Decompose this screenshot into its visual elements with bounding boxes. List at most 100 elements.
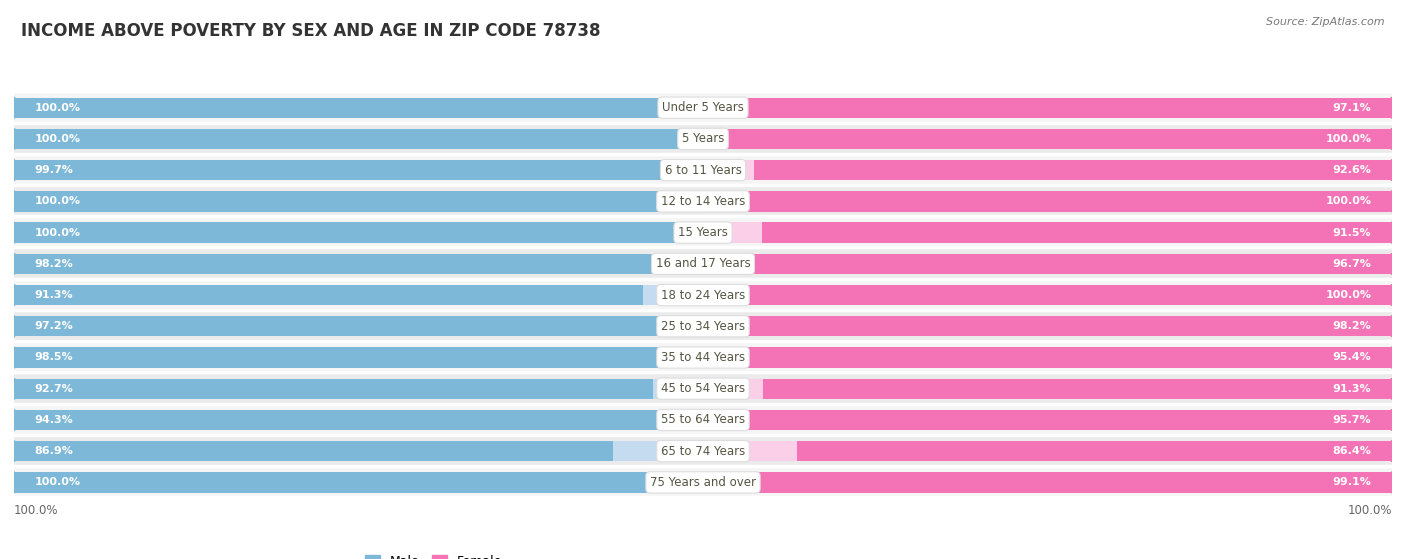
- Circle shape: [1389, 410, 1395, 430]
- Circle shape: [11, 472, 17, 492]
- Text: 99.1%: 99.1%: [1333, 477, 1371, 487]
- Text: 100.0%: 100.0%: [1326, 290, 1371, 300]
- Bar: [14, 472, 703, 492]
- Circle shape: [11, 441, 17, 461]
- Circle shape: [11, 254, 17, 274]
- Circle shape: [11, 347, 17, 368]
- Circle shape: [1389, 441, 1395, 461]
- Bar: [703, 316, 1392, 337]
- Circle shape: [11, 160, 17, 181]
- Circle shape: [11, 285, 17, 305]
- Circle shape: [11, 378, 17, 399]
- Bar: [14, 160, 702, 180]
- Bar: [14, 441, 703, 461]
- Bar: [716, 316, 1392, 337]
- Text: 98.5%: 98.5%: [35, 353, 73, 362]
- Bar: [703, 129, 1392, 149]
- Bar: [709, 472, 1392, 492]
- Circle shape: [11, 410, 17, 430]
- Bar: [725, 254, 1392, 274]
- Circle shape: [1389, 222, 1395, 243]
- Bar: [14, 191, 703, 211]
- Circle shape: [11, 347, 17, 368]
- Bar: [703, 191, 1392, 211]
- Circle shape: [1389, 410, 1395, 430]
- Circle shape: [1389, 285, 1395, 305]
- Circle shape: [1389, 441, 1395, 461]
- Circle shape: [11, 472, 17, 492]
- Text: INCOME ABOVE POVERTY BY SEX AND AGE IN ZIP CODE 78738: INCOME ABOVE POVERTY BY SEX AND AGE IN Z…: [21, 22, 600, 40]
- Circle shape: [11, 222, 17, 243]
- Circle shape: [11, 160, 17, 181]
- Bar: [14, 374, 1392, 404]
- Circle shape: [1389, 472, 1395, 492]
- Circle shape: [11, 222, 17, 243]
- Circle shape: [1389, 97, 1395, 118]
- Text: 15 Years: 15 Years: [678, 226, 728, 239]
- Text: 92.6%: 92.6%: [1333, 165, 1371, 175]
- Circle shape: [1389, 472, 1395, 492]
- Circle shape: [11, 129, 17, 149]
- Bar: [14, 97, 703, 118]
- Bar: [14, 472, 703, 492]
- Text: 95.4%: 95.4%: [1333, 353, 1371, 362]
- Bar: [703, 191, 1392, 211]
- Bar: [703, 347, 1392, 368]
- Text: 100.0%: 100.0%: [35, 103, 80, 113]
- Circle shape: [1389, 347, 1395, 368]
- Bar: [733, 410, 1392, 430]
- Text: 55 to 64 Years: 55 to 64 Years: [661, 414, 745, 427]
- Text: Under 5 Years: Under 5 Years: [662, 101, 744, 114]
- Circle shape: [1389, 285, 1395, 305]
- Bar: [14, 410, 664, 430]
- Bar: [14, 129, 703, 149]
- Circle shape: [1389, 316, 1395, 337]
- Circle shape: [11, 441, 17, 461]
- Circle shape: [11, 347, 17, 368]
- Bar: [14, 405, 1392, 435]
- Bar: [703, 254, 1392, 274]
- Bar: [14, 347, 703, 368]
- Circle shape: [11, 191, 17, 211]
- Bar: [763, 378, 1392, 399]
- Text: 97.2%: 97.2%: [35, 321, 73, 331]
- Circle shape: [1389, 347, 1395, 368]
- Circle shape: [11, 378, 17, 399]
- Circle shape: [11, 97, 17, 118]
- Bar: [14, 155, 1392, 185]
- Bar: [762, 222, 1392, 243]
- Bar: [14, 249, 1392, 278]
- Text: 96.7%: 96.7%: [1333, 259, 1371, 269]
- Text: 95.7%: 95.7%: [1333, 415, 1371, 425]
- Text: 5 Years: 5 Years: [682, 132, 724, 145]
- Text: 25 to 34 Years: 25 to 34 Years: [661, 320, 745, 333]
- Text: 91.3%: 91.3%: [1333, 383, 1371, 394]
- Text: 92.7%: 92.7%: [35, 383, 73, 394]
- Bar: [14, 160, 703, 180]
- Bar: [14, 285, 703, 305]
- Text: 75 Years and over: 75 Years and over: [650, 476, 756, 489]
- Text: 86.9%: 86.9%: [35, 446, 73, 456]
- Circle shape: [11, 316, 17, 337]
- Bar: [14, 187, 1392, 216]
- Bar: [14, 93, 1392, 122]
- Bar: [14, 441, 613, 461]
- Text: 100.0%: 100.0%: [35, 134, 80, 144]
- Bar: [14, 97, 703, 118]
- Bar: [703, 285, 1392, 305]
- Bar: [14, 285, 643, 305]
- Bar: [703, 285, 1392, 305]
- Bar: [14, 254, 703, 274]
- Bar: [14, 124, 1392, 154]
- Circle shape: [11, 222, 17, 243]
- Circle shape: [1389, 222, 1395, 243]
- Circle shape: [1389, 97, 1395, 118]
- Bar: [14, 129, 703, 149]
- Circle shape: [1389, 222, 1395, 243]
- Circle shape: [11, 97, 17, 118]
- Bar: [14, 254, 690, 274]
- Text: 91.5%: 91.5%: [1333, 228, 1371, 238]
- Text: 100.0%: 100.0%: [35, 196, 80, 206]
- Circle shape: [1389, 378, 1395, 399]
- Circle shape: [11, 160, 17, 181]
